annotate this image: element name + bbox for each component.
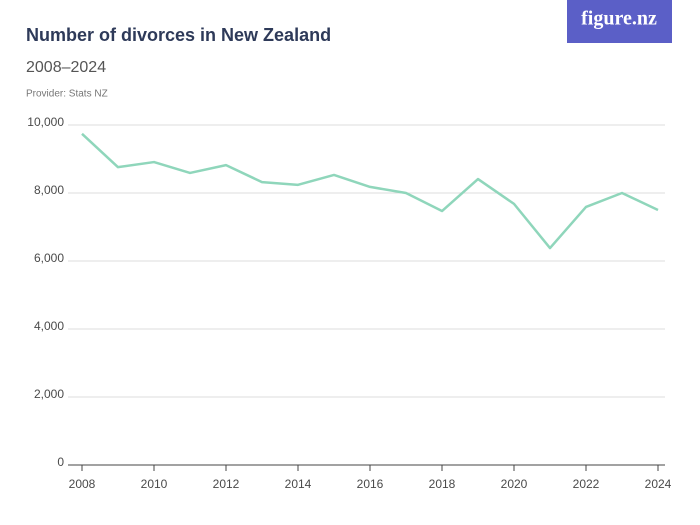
y-tick-label: 2,000 (34, 387, 64, 401)
x-tick-label: 2024 (645, 477, 672, 491)
x-tick-label: 2012 (213, 477, 240, 491)
y-tick-label: 6,000 (34, 251, 64, 265)
y-tick-label: 8,000 (34, 183, 64, 197)
x-tick-label: 2016 (357, 477, 384, 491)
x-tick-label: 2010 (141, 477, 168, 491)
logo-box (567, 0, 672, 43)
x-tick-label: 2018 (429, 477, 456, 491)
y-tick-label: 10,000 (27, 115, 64, 129)
y-tick-label: 4,000 (34, 319, 64, 333)
chart-subtitle: 2008–2024 (26, 59, 106, 76)
x-tick-label: 2008 (69, 477, 96, 491)
x-tick-label: 2014 (285, 477, 312, 491)
logo: figure.nz (581, 8, 657, 30)
x-tick-label: 2020 (501, 477, 528, 491)
chart-title: Number of divorces in New Zealand (26, 25, 331, 45)
source: Provider: Stats NZ (26, 89, 108, 100)
x-tick-label: 2022 (573, 477, 600, 491)
data-line (81, 132, 659, 250)
y-tick-label: 0 (57, 455, 64, 469)
